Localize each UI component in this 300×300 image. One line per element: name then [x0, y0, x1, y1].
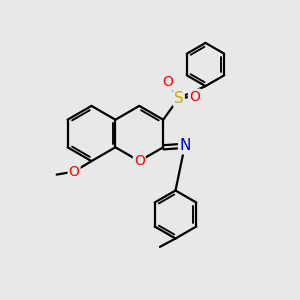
Text: O: O — [134, 154, 145, 168]
Text: N: N — [179, 138, 190, 153]
Text: S: S — [174, 91, 184, 106]
Text: O: O — [189, 90, 200, 104]
Text: O: O — [69, 165, 80, 178]
Text: O: O — [162, 76, 173, 89]
